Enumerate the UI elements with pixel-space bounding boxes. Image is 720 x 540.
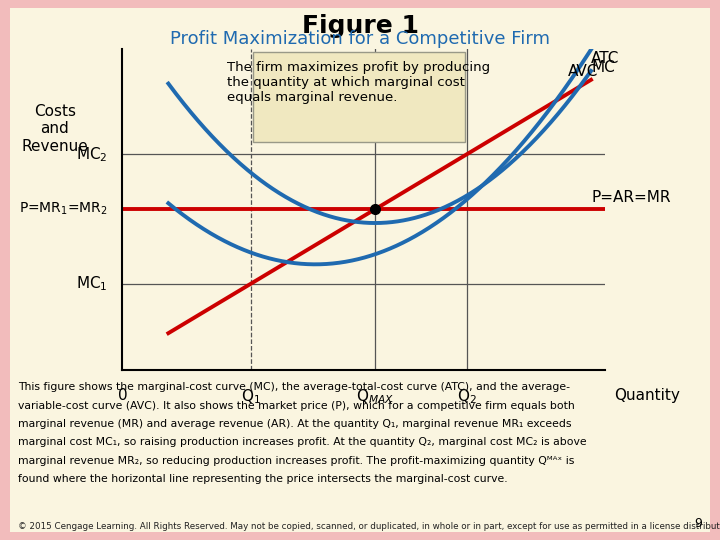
Text: found where the horizontal line representing the price intersects the marginal-c: found where the horizontal line represen… (18, 474, 508, 484)
Text: Q$_{MAX}$: Q$_{MAX}$ (356, 388, 394, 406)
Text: Q$_1$: Q$_1$ (241, 388, 261, 406)
Text: marginal revenue MR₂, so reducing production increases profit. The profit-maximi: marginal revenue MR₂, so reducing produc… (18, 456, 575, 466)
Text: P=MR$_1$=MR$_2$: P=MR$_1$=MR$_2$ (19, 201, 108, 218)
Text: 0: 0 (117, 388, 127, 403)
Text: The firm maximizes profit by producing
the quantity at which marginal cost
equal: The firm maximizes profit by producing t… (228, 62, 490, 104)
Text: MC$_1$: MC$_1$ (76, 274, 108, 293)
Text: AVC: AVC (568, 64, 598, 79)
Text: This figure shows the marginal-cost curve (MC), the average-total-cost curve (AT: This figure shows the marginal-cost curv… (18, 382, 570, 393)
Text: Costs
and
Revenue: Costs and Revenue (22, 104, 89, 154)
Text: marginal revenue (MR) and average revenue (AR). At the quantity Q₁, marginal rev: marginal revenue (MR) and average revenu… (18, 419, 572, 429)
Text: Profit Maximization for a Competitive Firm: Profit Maximization for a Competitive Fi… (170, 30, 550, 48)
Text: ATC: ATC (591, 51, 619, 66)
Text: © 2015 Cengage Learning. All Rights Reserved. May not be copied, scanned, or dup: © 2015 Cengage Learning. All Rights Rese… (18, 522, 720, 531)
Text: Q$_2$: Q$_2$ (457, 388, 477, 406)
Text: variable-cost curve (AVC). It also shows the market price (P), which for a compe: variable-cost curve (AVC). It also shows… (18, 401, 575, 411)
Text: MC$_2$: MC$_2$ (76, 145, 108, 164)
Text: marginal cost MC₁, so raising production increases profit. At the quantity Q₂, m: marginal cost MC₁, so raising production… (18, 437, 587, 448)
Text: 9: 9 (694, 517, 702, 530)
FancyBboxPatch shape (253, 52, 465, 142)
Text: Figure 1: Figure 1 (302, 14, 418, 37)
Text: MC: MC (591, 60, 615, 75)
Text: Quantity: Quantity (614, 388, 680, 403)
Text: P=AR=MR: P=AR=MR (591, 190, 670, 205)
